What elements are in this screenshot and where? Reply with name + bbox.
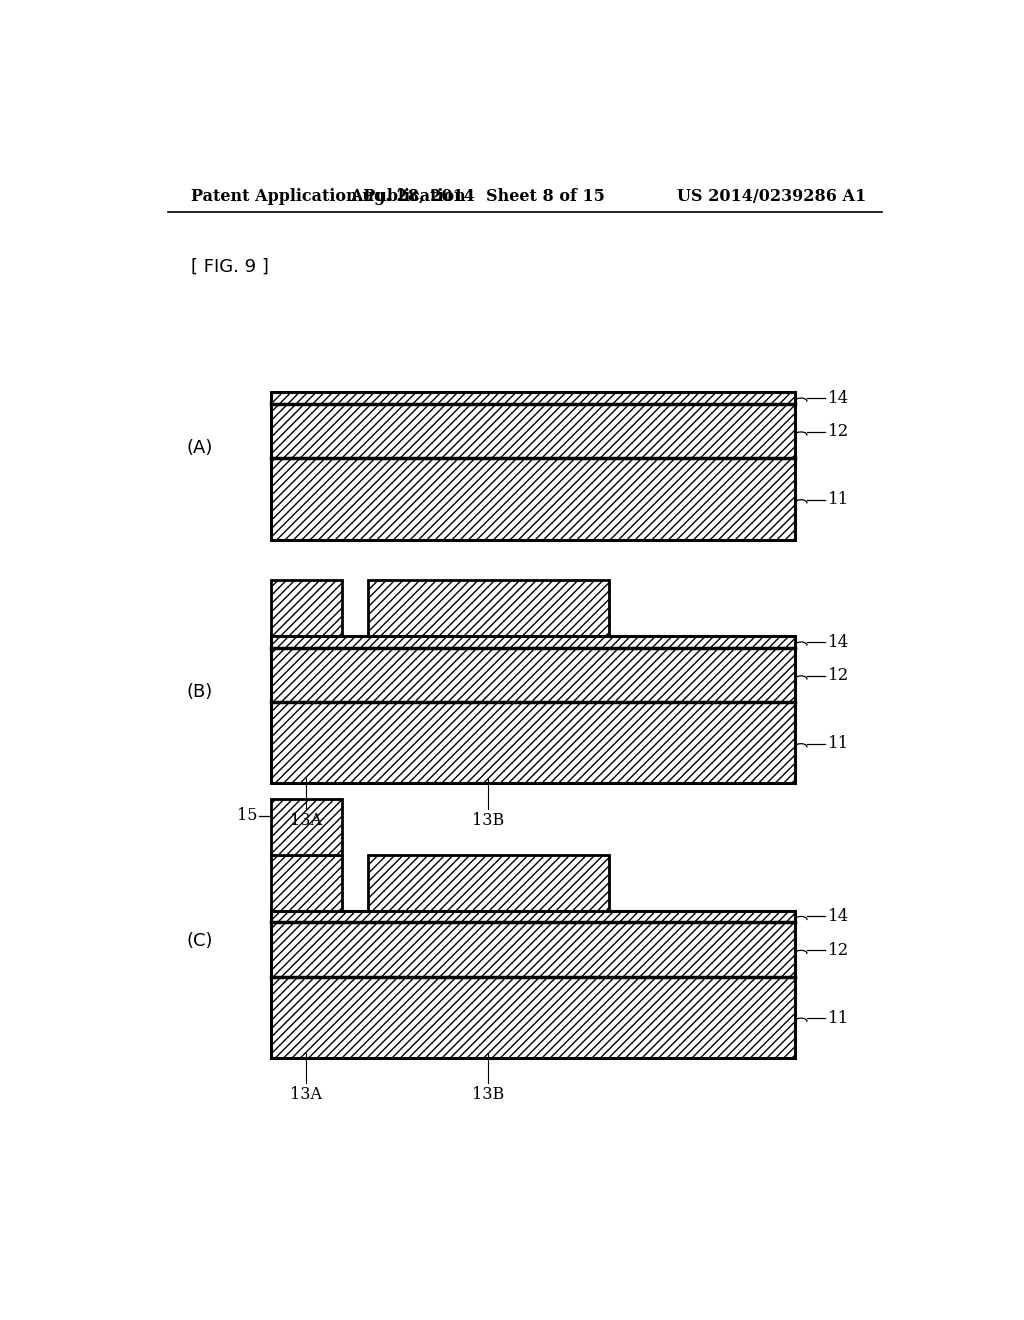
Text: Patent Application Publication: Patent Application Publication <box>191 187 466 205</box>
Bar <box>270 911 795 1057</box>
Bar <box>368 579 608 636</box>
Bar <box>270 911 795 923</box>
Bar <box>270 923 795 977</box>
Text: 11: 11 <box>828 491 849 508</box>
Text: 13A: 13A <box>290 812 322 829</box>
Bar <box>270 636 795 784</box>
Bar <box>270 702 795 784</box>
Text: Aug. 28, 2014  Sheet 8 of 15: Aug. 28, 2014 Sheet 8 of 15 <box>350 187 604 205</box>
Bar <box>270 392 795 404</box>
Text: [ FIG. 9 ]: [ FIG. 9 ] <box>191 259 269 276</box>
Text: US 2014/0239286 A1: US 2014/0239286 A1 <box>677 187 866 205</box>
Text: 13B: 13B <box>472 1086 505 1104</box>
Bar <box>270 404 795 458</box>
Text: 11: 11 <box>828 1010 849 1027</box>
Bar <box>270 458 795 540</box>
Text: (B): (B) <box>186 682 213 701</box>
Bar <box>270 636 795 648</box>
Bar <box>368 854 608 911</box>
Bar <box>368 854 608 911</box>
Text: 12: 12 <box>828 424 849 441</box>
Bar <box>270 648 795 702</box>
Bar <box>270 977 795 1057</box>
Text: (A): (A) <box>186 440 213 457</box>
Text: 15: 15 <box>237 808 257 825</box>
Text: (C): (C) <box>186 932 213 950</box>
Text: 11: 11 <box>828 735 849 752</box>
Bar <box>270 579 342 636</box>
Bar <box>270 854 342 911</box>
Text: 14: 14 <box>828 634 849 651</box>
Text: 13A: 13A <box>290 1086 322 1104</box>
Bar <box>270 799 342 854</box>
Bar <box>270 854 342 911</box>
Bar <box>270 579 342 636</box>
Text: 14: 14 <box>828 389 849 407</box>
Bar <box>368 579 608 636</box>
Bar <box>270 799 342 854</box>
Text: 12: 12 <box>828 668 849 684</box>
Bar <box>270 392 795 540</box>
Text: 12: 12 <box>828 942 849 958</box>
Text: 14: 14 <box>828 908 849 925</box>
Text: 13B: 13B <box>472 812 505 829</box>
